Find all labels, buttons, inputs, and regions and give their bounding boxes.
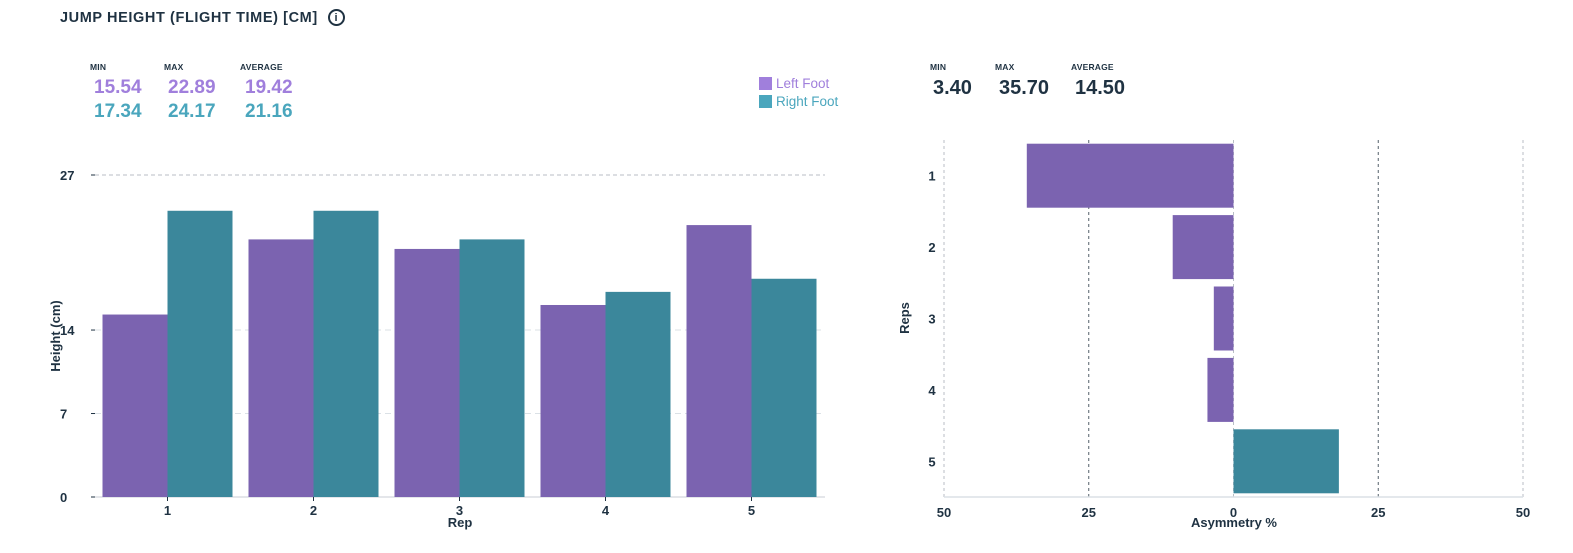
right-foot-max: 24.17 xyxy=(168,101,216,122)
asym-min-label: MIN xyxy=(930,62,947,72)
x-tick-label: 1 xyxy=(164,503,171,518)
x-tick-label: 4 xyxy=(602,503,610,518)
y-tick-label: 7 xyxy=(60,407,67,422)
x-tick-label: 3 xyxy=(456,503,463,518)
left-foot-max: 22.89 xyxy=(168,77,216,98)
bar-left-foot xyxy=(394,248,460,497)
left-min-label: MIN xyxy=(90,62,107,72)
y-tick-label: 27 xyxy=(60,168,74,183)
asym-min-value: 3.40 xyxy=(933,77,972,99)
asym-x-axis-title: Asymmetry % xyxy=(1191,515,1277,530)
right-foot-average: 21.16 xyxy=(245,101,293,122)
legend-right-foot-swatch xyxy=(759,95,772,108)
asym-y-axis-title: Reps xyxy=(897,302,912,334)
asym-y-tick-label: 1 xyxy=(928,169,935,184)
bar-left-foot xyxy=(248,239,314,497)
legend-left-foot-swatch xyxy=(759,77,772,90)
asym-x-tick-label: 25 xyxy=(1371,505,1385,520)
legend-right-foot-label: Right Foot xyxy=(776,94,839,109)
x-axis-title: Rep xyxy=(448,515,473,530)
asym-y-tick-label: 5 xyxy=(928,454,935,469)
y-tick-label: 14 xyxy=(60,323,75,338)
bar-right-foot xyxy=(751,278,817,497)
asym-average-label: AVERAGE xyxy=(1071,62,1114,72)
x-tick-label: 2 xyxy=(310,503,317,518)
asym-bar-left xyxy=(1207,357,1234,422)
asym-bar-left xyxy=(1026,143,1234,208)
asym-y-tick-label: 3 xyxy=(928,312,935,327)
asym-y-tick-label: 4 xyxy=(928,383,936,398)
asym-x-tick-label: 50 xyxy=(1516,505,1530,520)
bar-left-foot xyxy=(102,314,168,497)
bar-left-foot xyxy=(540,304,606,497)
asym-x-tick-label: 25 xyxy=(1082,505,1096,520)
asym-bar-right xyxy=(1233,429,1339,494)
asym-x-tick-label: 0 xyxy=(1230,505,1237,520)
legend-right-foot[interactable]: Right Foot xyxy=(759,94,838,109)
asym-bar-left xyxy=(1213,286,1234,351)
x-tick-label: 5 xyxy=(748,503,755,518)
bar-right-foot xyxy=(313,210,379,497)
asym-max-label: MAX xyxy=(995,62,1015,72)
bar-left-foot xyxy=(686,225,752,498)
asym-bar-left xyxy=(1172,215,1234,280)
info-icon[interactable]: i xyxy=(327,9,345,26)
right-foot-min: 17.34 xyxy=(94,101,142,122)
legend-left-foot-label: Left Foot xyxy=(776,76,830,91)
legend-left-foot[interactable]: Left Foot xyxy=(759,76,829,91)
y-tick-label: 0 xyxy=(60,490,67,505)
asym-average-value: 14.50 xyxy=(1075,77,1126,99)
asym-y-tick-label: 2 xyxy=(928,240,935,255)
asym-x-tick-label: 50 xyxy=(937,505,951,520)
chart-title-text: JUMP HEIGHT (FLIGHT TIME) [CM] xyxy=(60,9,318,26)
bar-right-foot xyxy=(167,210,233,497)
left-foot-average: 19.42 xyxy=(245,77,293,98)
left-foot-min: 15.54 xyxy=(94,77,142,98)
bar-right-foot xyxy=(459,239,525,497)
y-axis-title: Height (cm) xyxy=(48,300,63,372)
left-average-label: AVERAGE xyxy=(240,62,283,72)
chart-title: JUMP HEIGHT (FLIGHT TIME) [CM] i xyxy=(60,9,345,26)
bar-right-foot xyxy=(605,291,671,497)
left-max-label: MAX xyxy=(164,62,184,72)
asym-max-value: 35.70 xyxy=(999,77,1050,99)
